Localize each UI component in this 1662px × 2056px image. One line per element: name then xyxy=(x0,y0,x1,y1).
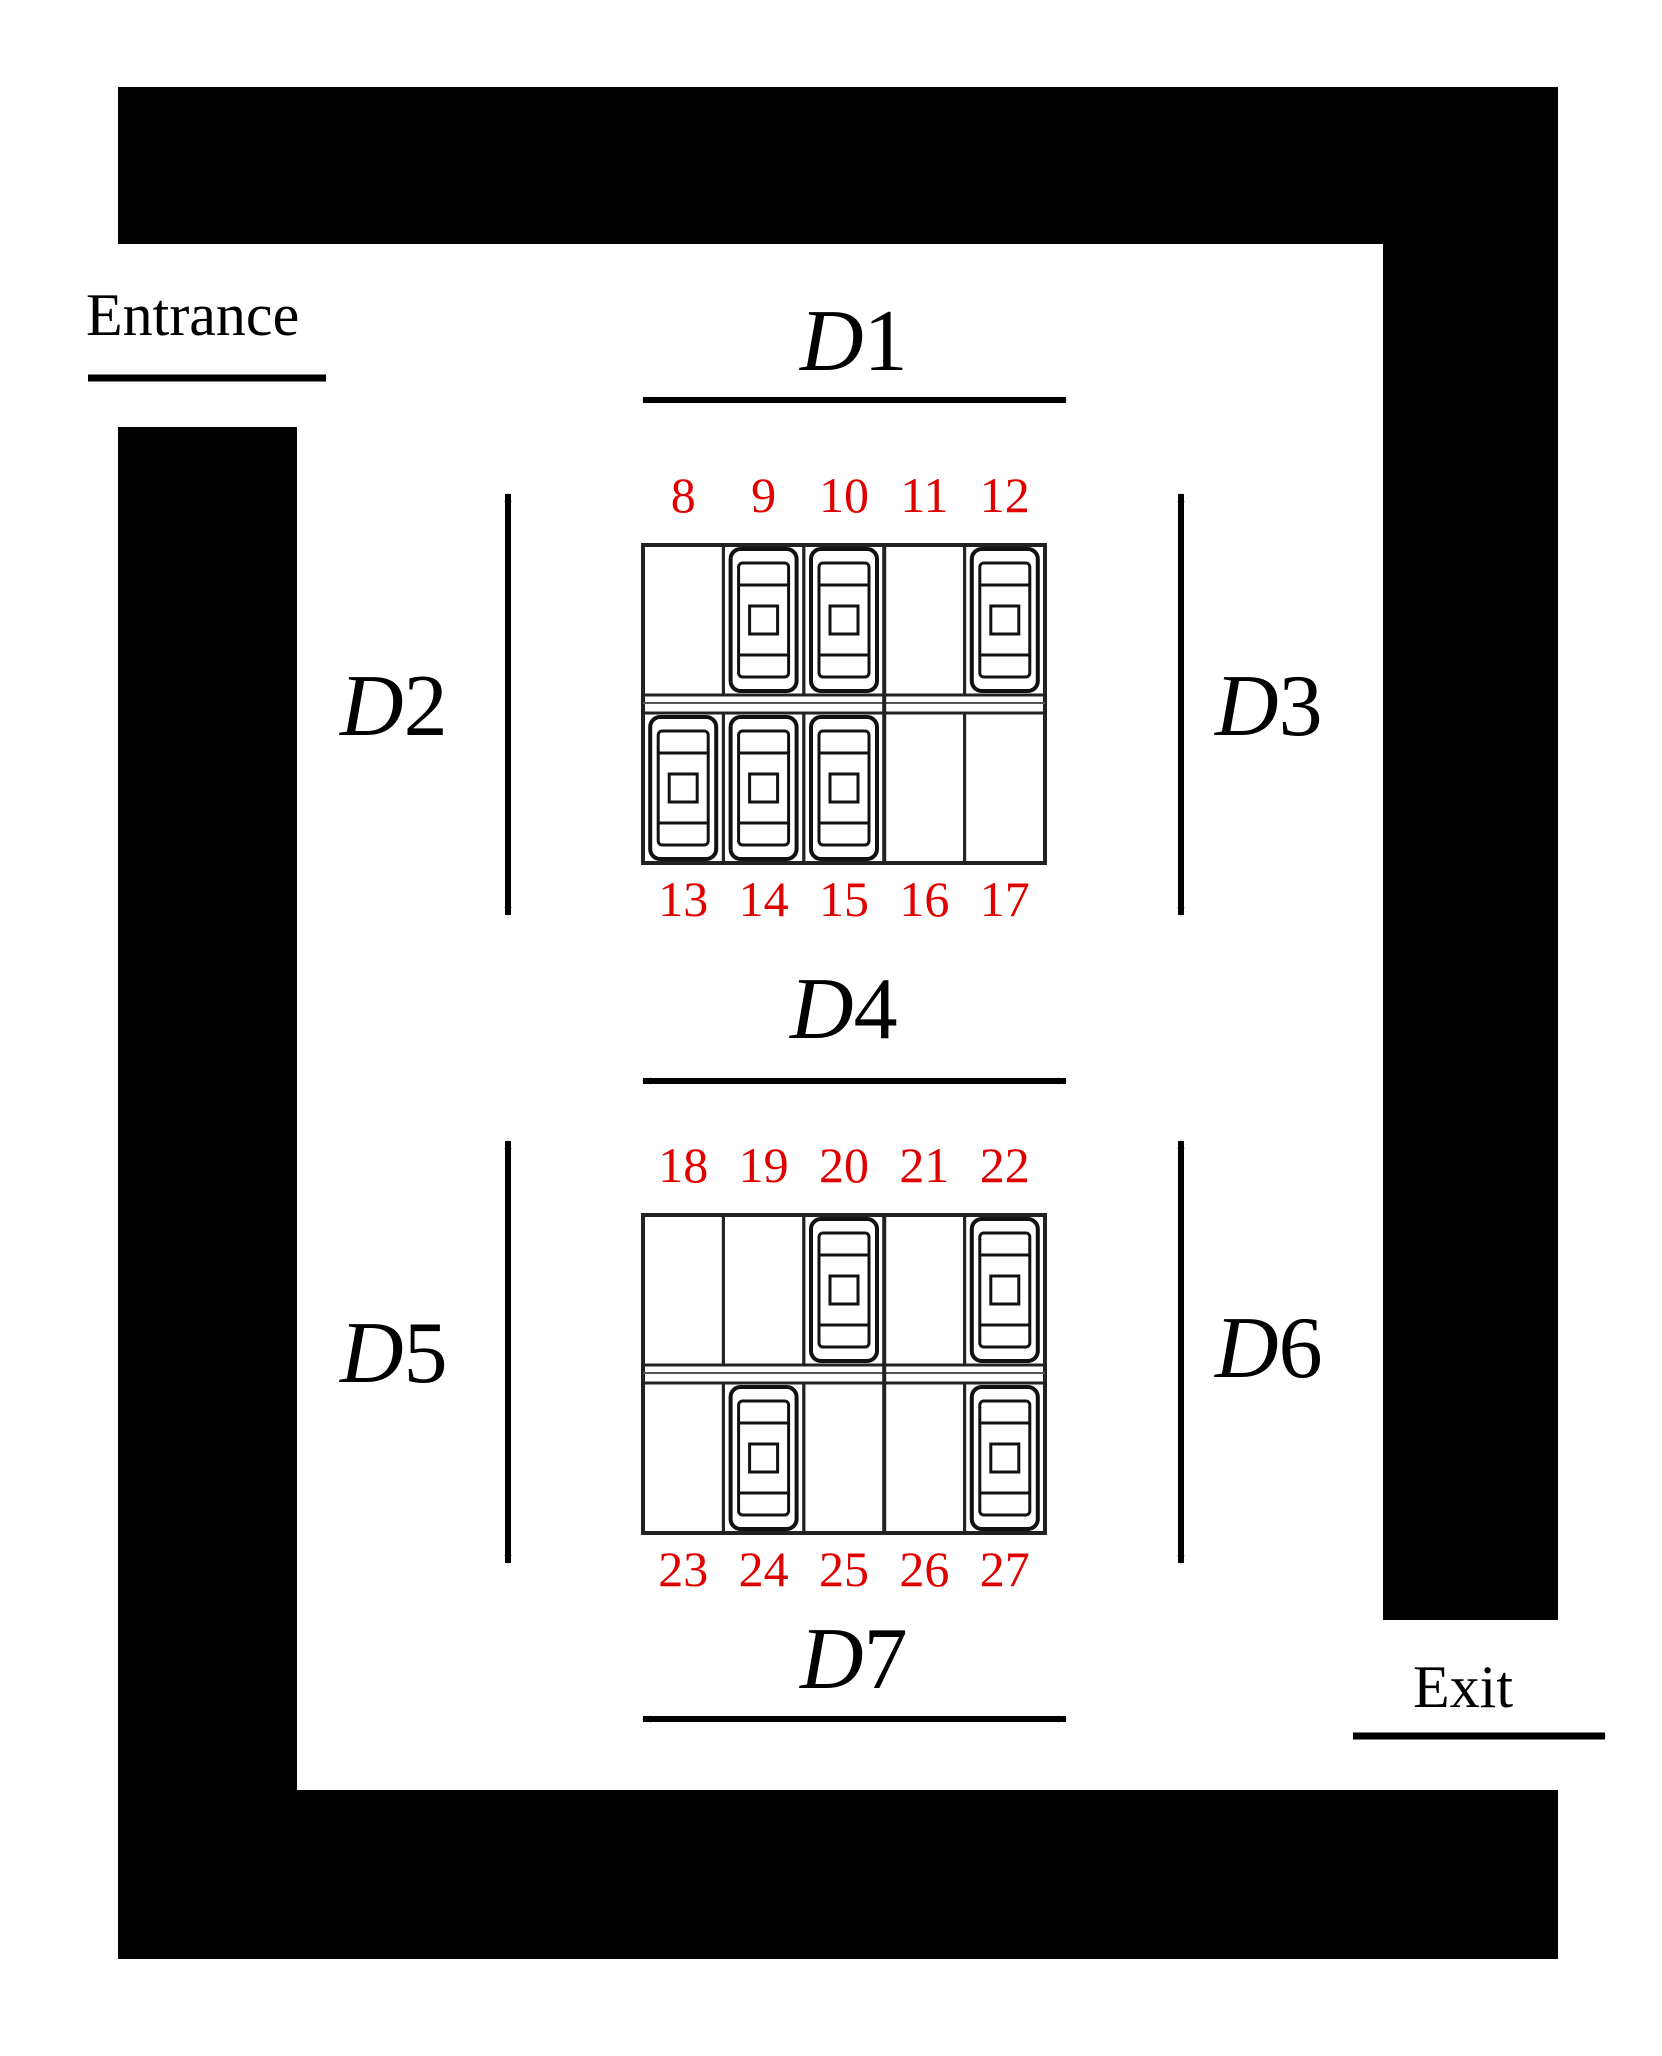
car-icon xyxy=(811,717,877,859)
slot-number: 17 xyxy=(980,871,1030,927)
bottom-wall xyxy=(118,1790,1558,1959)
car-icon xyxy=(731,549,797,691)
left-wall xyxy=(118,427,297,1959)
d2-label: D2 xyxy=(339,658,448,755)
slot-number: 22 xyxy=(980,1137,1030,1193)
car-icon xyxy=(972,1219,1038,1361)
car-icon xyxy=(731,1387,797,1529)
top-wall xyxy=(118,87,1558,244)
d6-label: D6 xyxy=(1214,1300,1323,1397)
slot-number: 19 xyxy=(739,1137,789,1193)
entrance-label: Entrance xyxy=(86,282,299,348)
car-icon xyxy=(972,549,1038,691)
car-icon xyxy=(972,1387,1038,1529)
car-icon xyxy=(811,549,877,691)
car-icon xyxy=(650,717,716,859)
slot-number: 26 xyxy=(899,1541,949,1597)
slot-number: 16 xyxy=(899,871,949,927)
slot-number: 11 xyxy=(900,467,948,523)
d7-label: D7 xyxy=(799,1611,908,1708)
exit-label: Exit xyxy=(1413,1654,1513,1720)
d4-label: D4 xyxy=(789,961,898,1058)
slot-number: 12 xyxy=(980,467,1030,523)
slot-number: 21 xyxy=(899,1137,949,1193)
slot-number: 23 xyxy=(658,1541,708,1597)
d1-label: D1 xyxy=(799,293,908,390)
slot-number: 8 xyxy=(671,467,696,523)
slot-number: 10 xyxy=(819,467,869,523)
slot-number: 18 xyxy=(658,1137,708,1193)
slot-number: 14 xyxy=(739,871,789,927)
slot-number: 9 xyxy=(751,467,776,523)
parking-block: 18 19 20 21 22 23 24 25 26 27 xyxy=(643,1137,1045,1597)
slot-number: 25 xyxy=(819,1541,869,1597)
slot-number: 27 xyxy=(980,1541,1030,1597)
slot-number: 24 xyxy=(739,1541,789,1597)
slot-number: 20 xyxy=(819,1137,869,1193)
parking-block: 8 9 10 11 12 13 14 15 16 17 xyxy=(643,467,1045,927)
right-wall xyxy=(1383,87,1558,1620)
slot-number: 15 xyxy=(819,871,869,927)
d5-label: D5 xyxy=(339,1305,448,1402)
d3-label: D3 xyxy=(1214,658,1323,755)
slot-number: 13 xyxy=(658,871,708,927)
car-icon xyxy=(731,717,797,859)
car-icon xyxy=(811,1219,877,1361)
